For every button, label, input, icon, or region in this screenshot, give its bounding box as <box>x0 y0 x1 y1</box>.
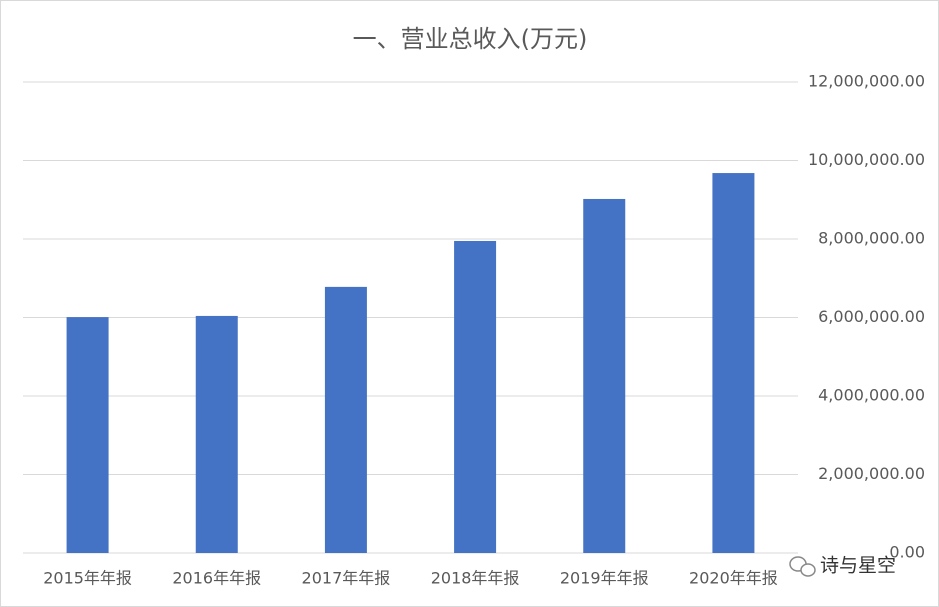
x-tick-label: 2018年年报 <box>431 569 520 588</box>
bar <box>195 315 238 553</box>
x-tick-label: 2015年年报 <box>43 569 132 588</box>
y-tick-label: 6,000,000.00 <box>818 307 925 326</box>
x-tick-label: 2017年年报 <box>302 569 391 588</box>
chart-title: 一、营业总收入(万元) <box>353 25 588 53</box>
bar <box>66 317 109 553</box>
bar <box>712 173 755 553</box>
x-tick-label: 2016年年报 <box>172 569 261 588</box>
bar <box>454 240 497 553</box>
y-tick-label: 0.00 <box>889 543 925 562</box>
x-tick-label: 2019年年报 <box>560 569 649 588</box>
y-tick-label: 2,000,000.00 <box>818 464 925 483</box>
watermark: 诗与星空 <box>820 555 896 577</box>
y-tick-label: 10,000,000.00 <box>808 150 925 169</box>
x-tick-label: 2020年年报 <box>689 569 778 588</box>
bar <box>583 198 626 553</box>
watermark-icon <box>789 556 816 577</box>
y-tick-label: 4,000,000.00 <box>818 386 925 405</box>
y-tick-label: 8,000,000.00 <box>818 229 925 248</box>
y-tick-label: 12,000,000.00 <box>808 72 925 91</box>
bar <box>324 286 367 553</box>
